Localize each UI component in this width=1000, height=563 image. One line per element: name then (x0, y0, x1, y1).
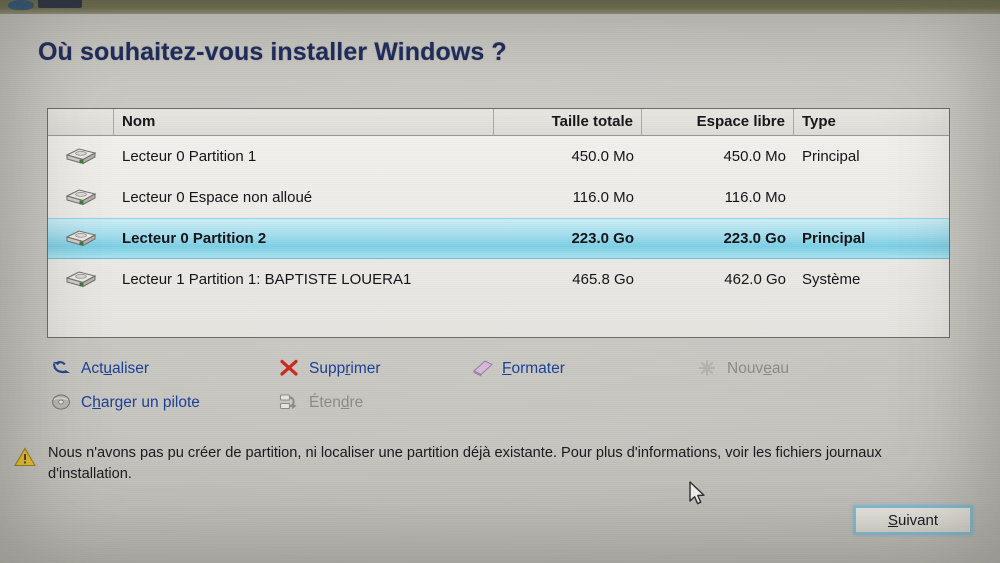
row-name: Lecteur 0 Espace non alloué (122, 189, 313, 206)
action-link-label: Étendre (309, 394, 364, 411)
row-total-size: 450.0 Mo (571, 148, 634, 165)
row-free-space: 462.0 Go (724, 271, 786, 288)
hard-disk-icon (65, 147, 97, 164)
load-driver-icon (52, 394, 70, 410)
desk-blob (8, 0, 34, 10)
row-free-space: 116.0 Mo (724, 189, 786, 206)
row-free-space: 223.0 Go (723, 230, 786, 247)
hard-disk-icon (65, 270, 97, 287)
action-link-label: Actualiser (81, 360, 150, 377)
action-link-label: Charger un pilote (81, 394, 200, 411)
column-header-free-space[interactable]: Espace libre (642, 109, 794, 135)
action-row-secondary: Charger un pilote Étendre (47, 390, 917, 424)
row-total-size: 223.0 Go (571, 230, 634, 247)
table-row[interactable]: Lecteur 0 Partition 1 450.0 Mo 450.0 Mo Pri… (48, 136, 949, 177)
table-body: Lecteur 0 Partition 1 450.0 Mo 450.0 Mo Pri… (48, 136, 949, 300)
row-type: Principal (802, 148, 860, 165)
action-link-new: Nouveau (697, 356, 789, 382)
row-name: Lecteur 0 Partition 1 (122, 148, 257, 165)
partition-table: Nom Taille totale Espace libre Type Lect… (47, 108, 950, 338)
table-row[interactable]: Lecteur 0 Espace non alloué 116.0 Mo 116.0… (48, 177, 949, 218)
action-link-refresh[interactable]: Actualiser (51, 356, 149, 382)
column-header-total-size[interactable]: Taille totale (494, 109, 642, 135)
action-link-load-driver[interactable]: Charger un pilote (51, 390, 200, 416)
load-driver-icon (51, 393, 73, 413)
action-link-group: Actualiser Supprimer Formater Nouveau Ch… (47, 356, 917, 424)
row-drive-icon (48, 270, 114, 290)
row-type: Système (802, 271, 861, 288)
action-link-label: Formater (502, 360, 565, 377)
row-free-space: 450.0 Mo (723, 148, 786, 165)
warning-message: Nous n'avons pas pu créer de partition, … (14, 443, 964, 485)
format-icon (473, 360, 493, 377)
column-header-icon[interactable] (48, 109, 114, 135)
action-link-label: Supprimer (309, 360, 381, 377)
warning-triangle-icon (14, 447, 36, 485)
refresh-icon (51, 359, 73, 379)
delete-x-icon (280, 359, 298, 376)
hard-disk-icon (65, 188, 97, 205)
action-link-extend: Étendre (279, 390, 363, 416)
row-type: Principal (802, 230, 866, 247)
row-drive-icon (48, 229, 114, 249)
next-button-label: Suivant (887, 511, 939, 529)
row-name: Lecteur 1 Partition 1: BAPTISTE LOUERA1 (122, 271, 412, 288)
action-link-delete[interactable]: Supprimer (279, 356, 381, 382)
action-link-format[interactable]: Formater (472, 356, 565, 382)
row-drive-icon (48, 188, 114, 208)
column-header-name[interactable]: Nom (114, 109, 494, 135)
extend-icon (279, 393, 301, 413)
action-link-label: Nouveau (727, 360, 790, 377)
next-button[interactable]: Suivant (853, 505, 973, 535)
hard-disk-icon (65, 229, 97, 246)
row-total-size: 465.8 Go (572, 271, 634, 288)
extend-icon (279, 394, 297, 410)
new-star-icon (697, 359, 719, 379)
table-row[interactable]: Lecteur 1 Partition 1: BAPTISTE LOUERA1 4… (48, 259, 949, 300)
desk-object (38, 0, 82, 8)
column-header-type[interactable]: Type (802, 113, 836, 130)
row-total-size: 116.0 Mo (572, 189, 634, 206)
table-row[interactable]: Lecteur 0 Partition 2 223.0 Go 223.0 Go Pri… (48, 218, 949, 259)
screen-top-edge (0, 0, 1000, 14)
format-icon (472, 359, 494, 379)
page-title: Où souhaitez-vous installer Windows ? (38, 38, 507, 66)
row-name: Lecteur 0 Partition 2 (122, 230, 267, 247)
action-row-primary: Actualiser Supprimer Formater Nouveau (47, 356, 917, 390)
delete-x-icon (279, 359, 301, 379)
mouse-cursor (688, 481, 708, 514)
refresh-icon (52, 359, 70, 376)
row-drive-icon (48, 147, 114, 167)
warning-text: Nous n'avons pas pu créer de partition, … (48, 445, 882, 482)
new-star-icon (699, 360, 715, 376)
table-header-row: Nom Taille totale Espace libre Type (48, 109, 949, 136)
